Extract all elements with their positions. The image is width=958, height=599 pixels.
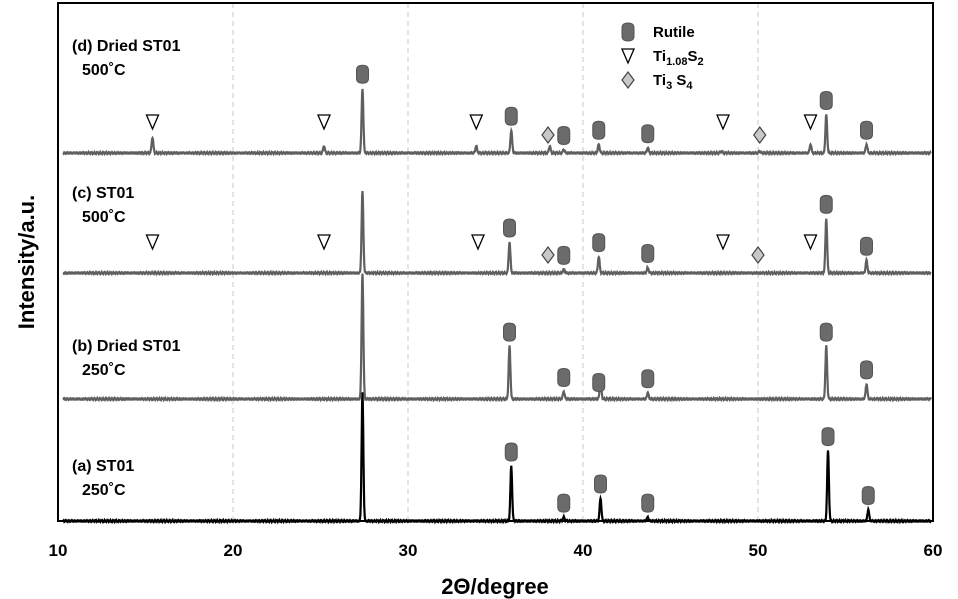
x-tick-label: 60 <box>924 541 943 560</box>
series-label: (a) ST01 <box>72 458 134 475</box>
triangle-down-icon <box>803 114 818 131</box>
rutile-icon <box>860 360 873 380</box>
x-tick-label: 30 <box>399 541 418 560</box>
series-temp-label: 250˚C <box>82 482 126 499</box>
rutile-icon <box>641 244 655 264</box>
x-axis-title: 2Θ/degree <box>441 574 549 599</box>
triangle-down-icon <box>145 234 160 251</box>
legend-label: Rutile <box>653 24 695 41</box>
pattern-line <box>62 392 932 525</box>
diamond-icon <box>621 71 635 89</box>
rutile-icon <box>504 442 518 462</box>
legend: Rutile Ti1.08S2 Ti3 S4 <box>621 22 704 92</box>
rutile-icon <box>503 322 516 342</box>
rutile-icon <box>641 369 655 389</box>
pattern-line <box>62 191 932 277</box>
rutile-icon <box>592 120 606 140</box>
pattern-line <box>62 88 932 157</box>
rutile-icon <box>641 124 655 144</box>
triangle-down-icon <box>317 114 331 131</box>
rutile-icon <box>860 236 873 256</box>
rutile-icon <box>503 218 516 238</box>
rutile-icon <box>821 427 835 447</box>
triangle-down-icon <box>317 234 331 251</box>
y-axis-title: Intensity/a.u. <box>14 195 39 329</box>
plot-frame <box>57 2 934 522</box>
legend-label: Ti1.08S2 <box>653 48 704 68</box>
pattern-traces <box>62 88 932 525</box>
triangle-down-icon <box>716 234 730 251</box>
series-label: (c) ST01 <box>72 185 134 202</box>
rutile-icon <box>557 367 571 387</box>
triangle-down-icon <box>716 114 730 131</box>
x-axis-ticks: 10 20 30 40 50 60 <box>49 541 943 560</box>
triangle-down-icon <box>471 234 485 251</box>
rutile-icon <box>557 125 571 146</box>
rutile-icon <box>819 90 833 111</box>
rutile-icon <box>592 373 606 393</box>
diamond-icon <box>541 246 555 264</box>
series-temp-label: 500˚C <box>82 209 126 226</box>
rutile-icon <box>621 22 635 42</box>
rutile-icon <box>641 493 655 513</box>
peak-markers <box>145 64 875 513</box>
rutile-icon <box>504 106 518 126</box>
rutile-icon <box>356 64 369 84</box>
rutile-icon <box>557 245 571 265</box>
legend-label: Ti3 S4 <box>653 72 693 92</box>
rutile-icon <box>861 485 875 505</box>
rutile-icon <box>592 233 606 253</box>
rutile-icon <box>860 120 873 140</box>
triangle-down-icon <box>145 114 160 131</box>
series-label: (d) Dried ST01 <box>72 38 181 55</box>
x-tick-label: 20 <box>224 541 243 560</box>
series-labels: (a) ST01 250˚C (b) Dried ST01 250˚C (c) ST01… <box>72 38 181 499</box>
series-temp-label: 250˚C <box>82 362 126 379</box>
rutile-icon <box>819 322 833 342</box>
rutile-icon <box>594 474 607 494</box>
diamond-icon <box>541 126 555 144</box>
x-tick-label: 40 <box>574 541 593 560</box>
triangle-down-icon <box>469 114 484 131</box>
pattern-line <box>62 273 932 403</box>
rutile-icon <box>819 194 833 214</box>
diamond-icon <box>753 126 767 144</box>
series-label: (b) Dried ST01 <box>72 338 181 355</box>
x-tick-label: 50 <box>749 541 768 560</box>
x-tick-label: 10 <box>49 541 68 560</box>
series-temp-label: 500˚C <box>82 62 126 79</box>
triangle-down-icon <box>621 48 635 65</box>
triangle-down-icon <box>803 234 818 251</box>
rutile-icon <box>557 493 571 513</box>
diamond-icon <box>751 246 765 264</box>
